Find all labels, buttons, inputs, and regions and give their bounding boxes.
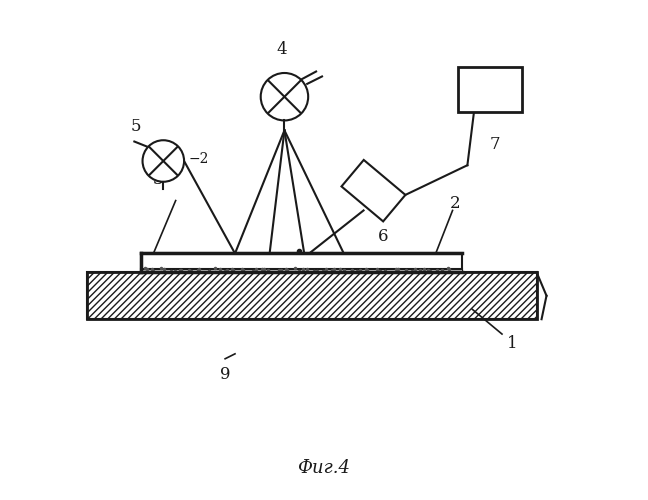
Circle shape (143, 140, 184, 182)
Bar (87, 272, 537, 319)
Text: 1: 1 (507, 336, 518, 352)
Text: 3: 3 (153, 171, 164, 188)
Bar (87, 272, 537, 319)
Text: Фиг.4: Фиг.4 (297, 460, 351, 477)
Text: 7: 7 (489, 136, 500, 154)
Text: 5: 5 (131, 118, 141, 136)
Bar (87, 272, 537, 319)
Text: 9: 9 (220, 366, 230, 383)
Bar (141, 268, 463, 272)
Text: 4: 4 (277, 41, 287, 58)
Text: −2: −2 (189, 152, 209, 166)
Polygon shape (341, 160, 406, 222)
Text: 6: 6 (378, 228, 389, 244)
Text: 2: 2 (450, 194, 461, 212)
Bar (141, 254, 463, 272)
Bar (457, 67, 522, 112)
Circle shape (260, 73, 308, 120)
